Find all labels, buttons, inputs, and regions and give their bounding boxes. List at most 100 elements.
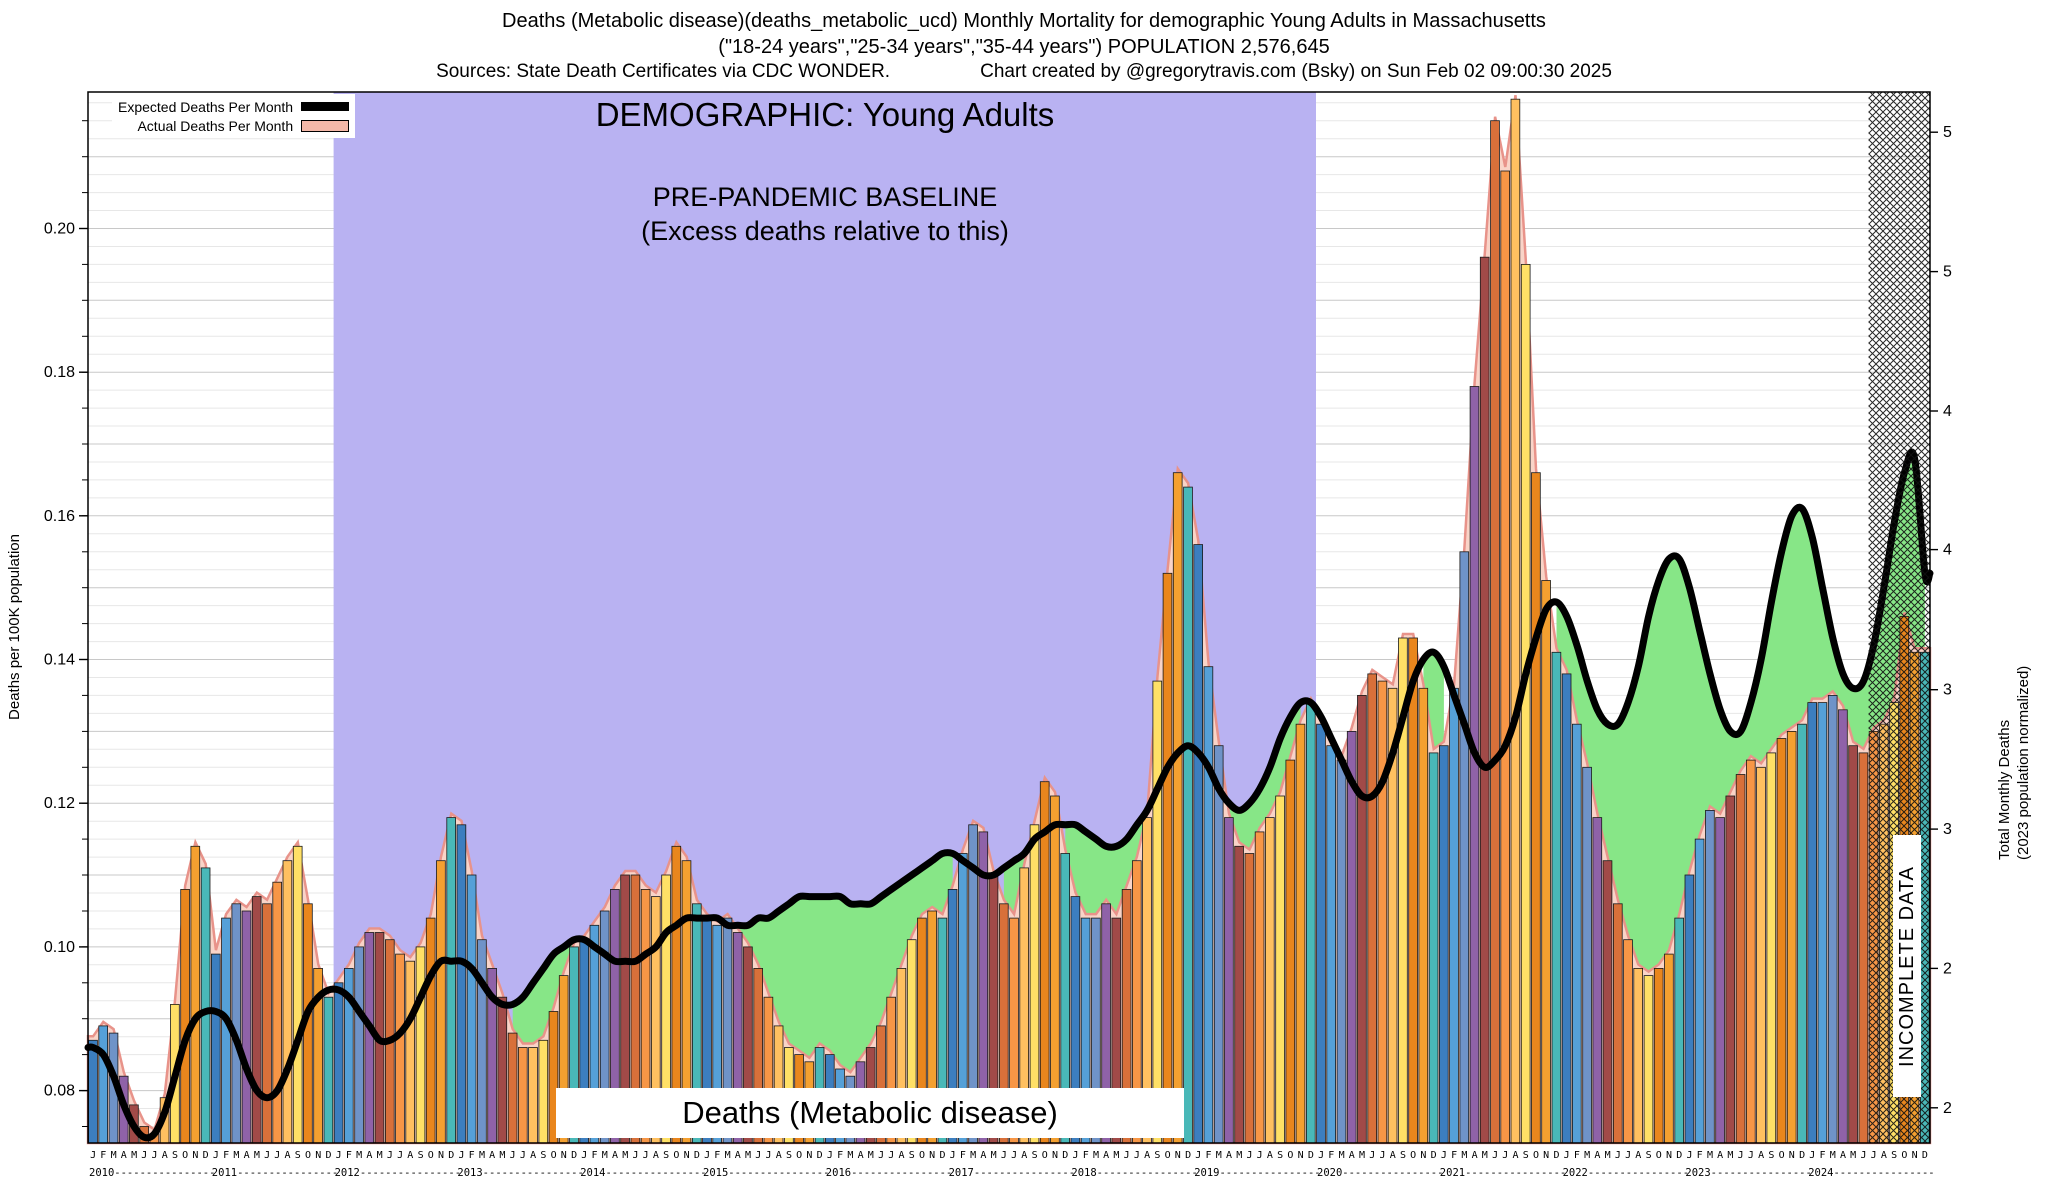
svg-text:2024----------------: 2024---------------- [1808, 1167, 1934, 1179]
svg-text:O: O [1779, 1150, 1785, 1161]
svg-text:J: J [827, 1150, 833, 1161]
svg-text:M: M [1339, 1150, 1345, 1161]
svg-text:J: J [755, 1150, 761, 1161]
svg-text:M: M [725, 1150, 731, 1161]
svg-text:M: M [1850, 1150, 1856, 1161]
svg-text:A: A [162, 1150, 168, 1161]
svg-text:A: A [612, 1150, 618, 1161]
svg-text:S: S [1768, 1150, 1774, 1161]
svg-text:D: D [1431, 1150, 1437, 1161]
svg-text:N: N [315, 1150, 321, 1161]
svg-text:J: J [397, 1150, 403, 1161]
svg-text:5: 5 [1943, 124, 1952, 141]
chart-title-line1: Deaths (Metabolic disease)(deaths_metabo… [502, 10, 1546, 32]
svg-text:0.12: 0.12 [44, 795, 75, 812]
svg-text:N: N [1298, 1150, 1304, 1161]
svg-text:O: O [1901, 1150, 1907, 1161]
svg-text:2010----------------: 2010---------------- [89, 1167, 215, 1179]
svg-text:J: J [1369, 1150, 1375, 1161]
svg-text:A: A [1594, 1150, 1600, 1161]
actual-bar-swatch [301, 119, 350, 132]
svg-text:F: F [100, 1150, 106, 1161]
svg-text:M: M [499, 1150, 505, 1161]
svg-text:S: S [909, 1150, 915, 1161]
svg-text:J: J [1738, 1150, 1744, 1161]
svg-text:M: M [1482, 1150, 1488, 1161]
svg-text:0.20: 0.20 [44, 221, 75, 238]
svg-text:J: J [458, 1150, 464, 1161]
svg-text:3: 3 [1943, 682, 1952, 699]
left-axis-title: Deaths per 100K population [6, 534, 23, 720]
svg-text:J: J [765, 1150, 771, 1161]
svg-text:2023----------------: 2023---------------- [1685, 1167, 1811, 1179]
svg-text:A: A [284, 1150, 290, 1161]
svg-text:J: J [510, 1150, 516, 1161]
svg-text:M: M [377, 1150, 383, 1161]
svg-text:A: A [121, 1150, 127, 1161]
svg-text:O: O [1533, 1150, 1539, 1161]
svg-text:A: A [1144, 1150, 1150, 1161]
svg-text:J: J [1615, 1150, 1621, 1161]
svg-text:N: N [684, 1150, 690, 1161]
svg-text:F: F [1697, 1150, 1703, 1161]
svg-text:A: A [735, 1150, 741, 1161]
svg-text:2019----------------: 2019---------------- [1194, 1167, 1320, 1179]
svg-text:J: J [704, 1150, 710, 1161]
svg-text:J: J [1871, 1150, 1877, 1161]
svg-text:D: D [1185, 1150, 1191, 1161]
svg-text:A: A [776, 1150, 782, 1161]
svg-text:F: F [1574, 1150, 1580, 1161]
svg-text:J: J [90, 1150, 96, 1161]
svg-text:S: S [1400, 1150, 1406, 1161]
svg-text:N: N [806, 1150, 812, 1161]
svg-text:A: A [1881, 1150, 1887, 1161]
svg-text:0.18: 0.18 [44, 364, 75, 381]
svg-text:J: J [1195, 1150, 1201, 1161]
cause-of-death-label: Deaths (Metabolic disease) [556, 1088, 1184, 1138]
svg-text:2011----------------: 2011---------------- [212, 1167, 338, 1179]
svg-text:A: A [980, 1150, 986, 1161]
svg-text:2012----------------: 2012---------------- [335, 1167, 461, 1179]
svg-text:F: F [1205, 1150, 1211, 1161]
chart-credit: Chart created by @gregorytravis.com (Bsk… [980, 61, 1612, 82]
expected-line-swatch [301, 102, 350, 111]
svg-text:D: D [1922, 1150, 1928, 1161]
svg-text:J: J [1257, 1150, 1263, 1161]
svg-text:N: N [192, 1150, 198, 1161]
svg-text:J: J [950, 1150, 956, 1161]
svg-text:N: N [1912, 1150, 1918, 1161]
chart-title-line2: ("18-24 years","25-34 years","35-44 year… [718, 36, 1330, 58]
svg-text:3: 3 [1943, 821, 1952, 838]
svg-text:A: A [244, 1150, 250, 1161]
svg-text:N: N [1789, 1150, 1795, 1161]
svg-text:D: D [1553, 1150, 1559, 1161]
svg-text:F: F [346, 1150, 352, 1161]
svg-text:A: A [1226, 1150, 1232, 1161]
svg-text:M: M [622, 1150, 628, 1161]
svg-text:5: 5 [1943, 264, 1952, 281]
svg-text:D: D [939, 1150, 945, 1161]
svg-text:J: J [1379, 1150, 1385, 1161]
svg-text:A: A [1103, 1150, 1109, 1161]
svg-text:A: A [407, 1150, 413, 1161]
svg-text:J: J [632, 1150, 638, 1161]
svg-text:A: A [1021, 1150, 1027, 1161]
svg-text:S: S [418, 1150, 424, 1161]
svg-text:S: S [786, 1150, 792, 1161]
svg-text:F: F [714, 1150, 720, 1161]
svg-text:2020----------------: 2020---------------- [1317, 1167, 1443, 1179]
svg-text:J: J [1686, 1150, 1692, 1161]
svg-text:2013----------------: 2013---------------- [457, 1167, 583, 1179]
svg-text:M: M [479, 1150, 485, 1161]
svg-text:J: J [888, 1150, 894, 1161]
svg-text:N: N [1052, 1150, 1058, 1161]
svg-text:O: O [305, 1150, 311, 1161]
svg-text:M: M [1727, 1150, 1733, 1161]
svg-text:J: J [1001, 1150, 1007, 1161]
chart-sources: Sources: State Death Certificates via CD… [436, 61, 891, 82]
svg-text:J: J [1748, 1150, 1754, 1161]
svg-text:2015----------------: 2015---------------- [703, 1167, 829, 1179]
svg-text:0.08: 0.08 [44, 1083, 75, 1100]
svg-text:F: F [591, 1150, 597, 1161]
svg-text:J: J [1625, 1150, 1631, 1161]
